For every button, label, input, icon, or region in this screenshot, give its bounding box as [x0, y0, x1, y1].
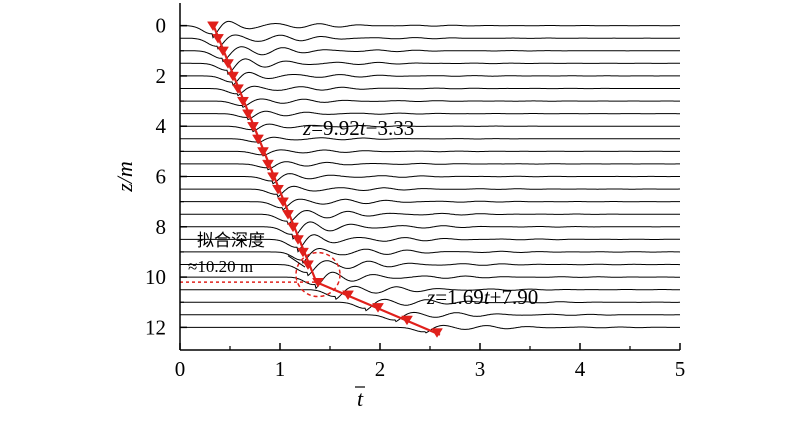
picked-point-11: [262, 159, 274, 170]
x-axis-label: t: [357, 386, 364, 411]
fit-lines: [212, 25, 441, 336]
x-tick-label-3: 3: [475, 357, 486, 381]
picked-point-6: [237, 96, 249, 107]
picked-point-13: [272, 184, 284, 195]
picked-point-9: [252, 134, 264, 145]
y-tick-label-5: 10: [145, 265, 166, 289]
x-tick-label-1: 1: [275, 357, 286, 381]
trace-22: [180, 298, 680, 312]
trace-14: [180, 198, 680, 211]
trace-7: [180, 110, 680, 121]
trace-17: [180, 234, 680, 253]
trace-20: [180, 271, 680, 290]
picked-point-1: [212, 34, 224, 44]
trace-15: [180, 209, 680, 225]
trace-5: [180, 85, 680, 97]
trace-18: [180, 248, 681, 265]
trace-1: [180, 34, 680, 50]
y-tick-label-4: 8: [156, 215, 167, 239]
picked-point-22: [372, 303, 384, 313]
picked-point-12: [267, 172, 279, 182]
picked-points: [207, 21, 443, 338]
annotations: z=9.92t−3.33 z=1.69t+7.90 拟合深度 ≈10.20 m: [188, 116, 538, 309]
trace-23: [180, 311, 681, 323]
fit-depth-circle: [295, 251, 341, 298]
picked-point-18: [297, 247, 309, 258]
trace-4: [180, 71, 680, 87]
fit-depth-label: 拟合深度: [197, 231, 265, 251]
fit-depth-leader: [287, 255, 306, 268]
fit-line-1-label: z=9.92t−3.33: [302, 116, 414, 140]
picked-point-2: [217, 46, 229, 57]
x-tick-label-5: 5: [675, 357, 686, 381]
picked-point-0: [207, 21, 219, 32]
picked-point-17: [292, 235, 304, 245]
trace-12: [180, 173, 680, 185]
picked-point-8: [247, 122, 259, 132]
trace-10: [180, 149, 680, 157]
trace-0: [180, 20, 680, 39]
picked-point-23: [401, 315, 413, 326]
trace-2: [180, 46, 680, 63]
trace-8: [180, 123, 680, 133]
y-tick-label-3: 6: [156, 165, 167, 189]
picked-point-10: [257, 147, 269, 157]
trace-19: [180, 260, 680, 277]
y-tick-label-0: 0: [156, 14, 167, 38]
picked-point-21: [342, 290, 354, 301]
picked-point-19: [302, 260, 314, 270]
picked-point-3: [222, 59, 234, 69]
trace-6: [180, 98, 680, 108]
picked-point-5: [232, 84, 244, 94]
y-tick-label-6: 12: [145, 315, 166, 339]
trace-16: [180, 221, 681, 240]
trace-13: [180, 185, 680, 198]
x-tick-label-0: 0: [175, 357, 186, 381]
picked-point-7: [242, 109, 254, 120]
trace-3: [180, 58, 680, 76]
picked-point-24: [431, 328, 443, 338]
x-tick-label-2: 2: [375, 357, 386, 381]
picked-point-14: [277, 197, 289, 208]
picked-point-4: [227, 71, 239, 82]
y-axis-label: z/m: [112, 161, 137, 193]
trace-9: [180, 136, 680, 144]
trace-24: [180, 324, 680, 334]
picked-point-15: [282, 210, 294, 220]
y-tick-label-2: 4: [156, 114, 167, 138]
y-tick-label-1: 2: [156, 64, 167, 88]
trace-21: [180, 285, 680, 300]
fit-depth-value: ≈10.20 m: [188, 257, 253, 276]
picked-point-16: [287, 222, 299, 233]
trace-11: [180, 161, 680, 171]
fit-line-2-label: z=1.69t+7.90: [426, 285, 538, 309]
fit-depth-marker: [180, 251, 341, 298]
picked-point-20: [312, 278, 324, 288]
x-tick-label-4: 4: [575, 357, 586, 381]
